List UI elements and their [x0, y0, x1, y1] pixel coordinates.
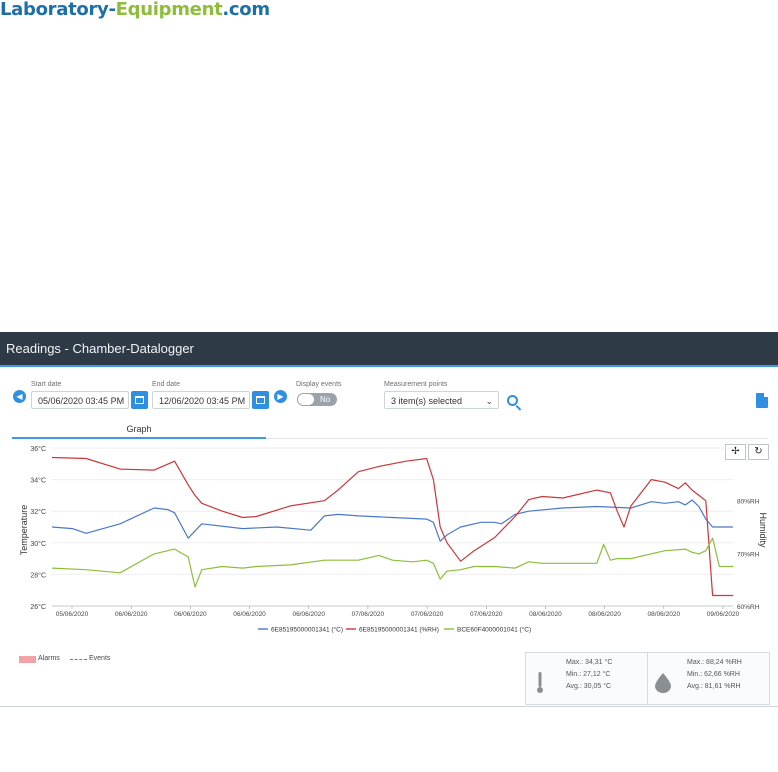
end-date-label: End date	[152, 381, 181, 388]
file-export-icon[interactable]	[756, 393, 768, 408]
water-drop-icon	[655, 673, 671, 693]
y-axis-label: Temperature	[19, 505, 29, 556]
legend-label-3: BCE60F4000001041 (°C)	[457, 626, 531, 634]
tab-active-indicator	[12, 437, 266, 439]
x-tick-label: 07/06/2020	[352, 611, 385, 618]
y-tick-label: 36°C	[30, 445, 46, 453]
tab-graph[interactable]: Graph	[126, 424, 152, 434]
x-tick-label: 08/06/2020	[648, 611, 681, 618]
chart-series	[51, 456, 733, 597]
toggle-knob	[298, 394, 314, 405]
y2-axis-ticks: 60%RH 70%RH 80%RH	[737, 499, 760, 611]
thermometer-icon	[537, 672, 543, 693]
end-date-field[interactable]: 12/06/2020 03:45 PM	[152, 391, 250, 409]
tab-rule	[12, 438, 768, 439]
x-tick-label: 08/06/2020	[529, 611, 562, 618]
y2-tick-label: 80%RH	[737, 499, 760, 506]
x-tick-label: 06/06/2020	[115, 611, 148, 618]
start-date-label: Start date	[31, 381, 62, 388]
measurement-points-label: Measurement points	[384, 381, 448, 388]
x-tick-label: 06/06/2020	[292, 611, 325, 618]
legend-label-2: 6E85195000001341 (%RH)	[359, 627, 439, 634]
start-calendar-button[interactable]	[131, 391, 148, 409]
site-logo: Laboratory-Equipment.com	[0, 0, 270, 20]
stats-divider	[647, 653, 648, 704]
display-events-label: Display events	[296, 381, 342, 388]
display-events-toggle[interactable]: No	[297, 393, 337, 406]
humidity-avg: Avg.: 81,61 %RH	[687, 683, 741, 690]
chevron-down-icon: ⌄	[485, 396, 493, 406]
y-axis-ticks: 26°C 28°C 30°C 32°C 34°C 36°C	[30, 445, 46, 611]
calendar-icon	[135, 396, 144, 404]
series-line-2	[51, 456, 733, 597]
end-calendar-button[interactable]	[252, 391, 269, 409]
events-legend-label: Events	[89, 655, 111, 662]
chevron-left-icon: ◀	[16, 392, 23, 401]
y-tick-label: 32°C	[30, 508, 46, 516]
search-icon[interactable]	[507, 395, 518, 406]
logo-part-2: Equipment	[115, 0, 223, 20]
measurement-points-select[interactable]: 3 item(s) selected ⌄	[384, 391, 499, 409]
alarms-legend-swatch	[19, 656, 36, 663]
temp-max: Max.: 34,31 °C	[566, 659, 613, 666]
y2-tick-label: 70%RH	[737, 551, 760, 558]
x-tick-label: 06/06/2020	[174, 611, 207, 618]
x-tick-label: 08/06/2020	[588, 611, 621, 618]
y-tick-label: 30°C	[30, 540, 46, 548]
start-date-field[interactable]: 05/06/2020 03:45 PM	[31, 391, 129, 409]
reset-zoom-button[interactable]: ↻	[748, 444, 769, 460]
x-tick-label: 07/06/2020	[411, 611, 444, 618]
prev-period-button[interactable]: ◀	[13, 390, 26, 403]
humidity-max: Max.: 88,24 %RH	[687, 659, 742, 666]
titlebar-accent	[0, 365, 778, 367]
window-title: Readings - Chamber-Datalogger	[6, 341, 194, 356]
alarms-legend-label: Alarms	[38, 655, 60, 662]
next-period-button[interactable]: ▶	[274, 390, 287, 403]
window-titlebar: Readings - Chamber-Datalogger	[0, 332, 778, 365]
x-tick-label: 07/06/2020	[470, 611, 503, 618]
series-line-3	[51, 537, 733, 588]
x-tick-label: 06/06/2020	[233, 611, 266, 618]
logo-part-1: Laboratory-	[0, 0, 116, 20]
x-axis-ticks: 05/06/2020 06/06/2020 06/06/2020 06/06/2020…	[56, 606, 740, 618]
temp-avg: Avg.: 30,05 °C	[566, 683, 612, 690]
chevron-right-icon: ▶	[277, 392, 284, 401]
y-tick-label: 34°C	[30, 477, 46, 485]
readings-chart: 26°C 28°C 30°C 32°C 34°C 36°C 60%RH 70%RH 80%RH…	[19, 445, 768, 634]
toggle-text: No	[320, 395, 331, 404]
chart-grid	[52, 447, 733, 607]
y2-tick-label: 60%RH	[737, 604, 760, 611]
series-line-1	[51, 499, 733, 542]
y-tick-label: 28°C	[30, 571, 46, 579]
x-tick-label: 05/06/2020	[56, 611, 89, 618]
series-legend: 6E85195000001341 (°C) 6E85195000001341 (%…	[258, 626, 531, 634]
statistics-panel	[525, 652, 770, 705]
x-tick-label: 09/06/2020	[707, 611, 740, 618]
y2-axis-label: Humidity	[758, 512, 768, 548]
temp-min: Min.: 27,12 °C	[566, 671, 611, 678]
calendar-icon	[256, 396, 265, 404]
measurement-points-value: 3 item(s) selected	[391, 396, 463, 406]
logo-part-3: .com	[222, 0, 270, 20]
events-legend-swatch	[70, 659, 87, 660]
legend-label-1: 6E85195000001341 (°C)	[271, 626, 343, 634]
humidity-min: Min.: 62,66 %RH	[687, 671, 740, 678]
y-tick-label: 26°C	[30, 603, 46, 611]
